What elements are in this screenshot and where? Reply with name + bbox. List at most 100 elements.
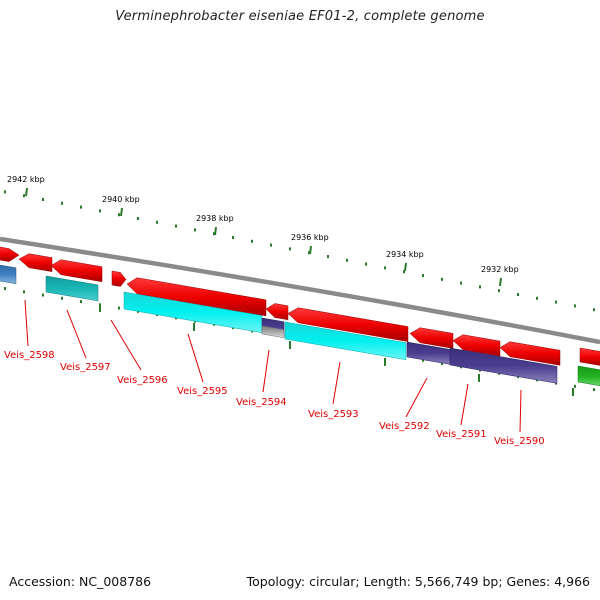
gene-label[interactable]: Veis_2590 xyxy=(494,436,545,447)
scale-minor-dot xyxy=(289,247,291,251)
gene-callout[interactable]: Veis_2597 xyxy=(60,309,111,373)
gene-leader-line xyxy=(405,377,428,418)
scale-minor-dot xyxy=(441,277,443,281)
gene-arrow xyxy=(126,277,267,317)
scale-minor-dot xyxy=(156,220,158,224)
gene-callout[interactable]: Veis_2593 xyxy=(308,361,359,420)
gene-leader-line xyxy=(187,333,204,383)
scale-tick: 2942 kbp xyxy=(7,175,45,197)
accession-text: Accession: NC_008786 xyxy=(9,574,152,589)
gene-callout[interactable]: Veis_2592 xyxy=(379,377,430,432)
gene-callout[interactable]: Veis_2598 xyxy=(4,299,55,361)
inner-dot xyxy=(42,293,44,297)
cds-bar xyxy=(449,347,558,384)
gene-arrow xyxy=(18,253,53,272)
scale-minor-dot xyxy=(194,228,196,232)
gene-label[interactable]: Veis_2597 xyxy=(60,362,111,373)
gene-arrow xyxy=(265,303,289,321)
gene-label[interactable]: Veis_2594 xyxy=(236,397,287,408)
scale-tick: 2934 kbp xyxy=(386,250,424,272)
gene-leader-line xyxy=(519,389,522,433)
gene-callout[interactable]: Veis_2595 xyxy=(177,333,228,397)
scale-minor-dot xyxy=(270,243,272,247)
scale-tick: 2940 kbp xyxy=(102,195,140,217)
inner-dot xyxy=(23,290,25,294)
gene-callout[interactable]: Veis_2591 xyxy=(436,383,487,440)
scale-minor-dot xyxy=(251,239,253,243)
gene-callout[interactable]: Veis_2590 xyxy=(494,389,545,447)
gene-label[interactable]: Veis_2591 xyxy=(436,429,487,440)
scale-minor-dot xyxy=(80,205,82,209)
scale-minor-dot xyxy=(42,198,44,201)
scale-tick-label: 2936 kbp xyxy=(291,233,329,242)
inner-dot xyxy=(80,300,82,304)
scale-minor-dot xyxy=(593,308,595,312)
scale-minor-dot xyxy=(346,258,348,262)
gene-arrow xyxy=(0,246,20,262)
scale-minor-dot xyxy=(403,270,405,274)
cds-bar xyxy=(0,264,17,285)
topology-summary: Topology: circular; Length: 5,566,749 bp… xyxy=(246,574,590,589)
gene-arrow xyxy=(409,327,454,349)
gene-arrow xyxy=(579,347,600,366)
gene-leader-line xyxy=(460,383,469,426)
cds-bar xyxy=(261,325,285,339)
scale-minor-dot xyxy=(308,251,310,255)
gene-arrow xyxy=(499,341,561,366)
scale-minor-dot xyxy=(118,213,120,217)
inner-dot xyxy=(422,358,424,362)
gene-arrow xyxy=(111,270,127,287)
scale-minor-dot xyxy=(175,224,177,228)
inner-dot xyxy=(441,362,443,366)
scale-tick: 2936 kbp xyxy=(291,233,329,255)
cds-bar xyxy=(45,275,99,302)
gene-leader-line xyxy=(332,361,341,405)
map-title: Verminephrobacter eiseniae EF01-2, compl… xyxy=(115,9,485,24)
scale-minor-dot xyxy=(555,300,557,304)
gene-callout[interactable]: Veis_2596 xyxy=(110,319,168,386)
gene-callout[interactable]: Veis_2594 xyxy=(236,349,287,408)
scale-minor-dot xyxy=(213,232,215,236)
scale-minor-dot xyxy=(23,194,25,198)
gene-leader-line xyxy=(110,319,142,371)
gene-leader-line xyxy=(66,309,87,359)
scale-tick: 2932 kbp xyxy=(481,265,519,287)
scale-minor-dot xyxy=(574,304,576,308)
inner-dot xyxy=(593,388,595,392)
scale-minor-dot xyxy=(232,236,234,239)
scale-tick-label: 2934 kbp xyxy=(386,250,424,259)
scale-minor-dot xyxy=(137,217,139,220)
scale-minor-dot xyxy=(536,296,538,300)
scale-minor-dot xyxy=(327,255,329,258)
inner-dot xyxy=(61,296,63,300)
scale-minor-dot xyxy=(61,201,63,205)
scale-tick: 2938 kbp xyxy=(196,214,234,236)
scale-minor-dot xyxy=(365,262,367,266)
scale-tick-label: 2940 kbp xyxy=(102,195,140,204)
gene-label[interactable]: Veis_2596 xyxy=(117,375,168,386)
gene-leader-line xyxy=(262,349,270,393)
scale-minor-dot xyxy=(479,285,481,289)
gene-label[interactable]: Veis_2592 xyxy=(379,421,430,432)
scale-minor-dot xyxy=(384,266,386,270)
scale-minor-dot xyxy=(517,293,519,296)
inner-dot xyxy=(4,287,6,290)
scale-tick-label: 2942 kbp xyxy=(7,175,45,184)
gene-arrow xyxy=(452,334,501,357)
cds-bar xyxy=(284,321,407,361)
gene-leader-line xyxy=(24,299,29,347)
scale-minor-dot xyxy=(460,281,462,285)
scale-minor-dot xyxy=(4,190,6,194)
scale-minor-dot xyxy=(99,209,101,213)
gene-label[interactable]: Veis_2593 xyxy=(308,409,359,420)
gene-label[interactable]: Veis_2598 xyxy=(4,350,55,361)
gene-label[interactable]: Veis_2595 xyxy=(177,386,228,397)
inner-dot xyxy=(574,384,576,388)
scale-tick-label: 2938 kbp xyxy=(196,214,234,223)
gene-arrow xyxy=(287,307,409,342)
gene-arrow xyxy=(50,259,103,283)
inner-dot xyxy=(118,306,120,310)
scale-minor-dot xyxy=(422,274,424,277)
cds-bar xyxy=(577,365,600,387)
